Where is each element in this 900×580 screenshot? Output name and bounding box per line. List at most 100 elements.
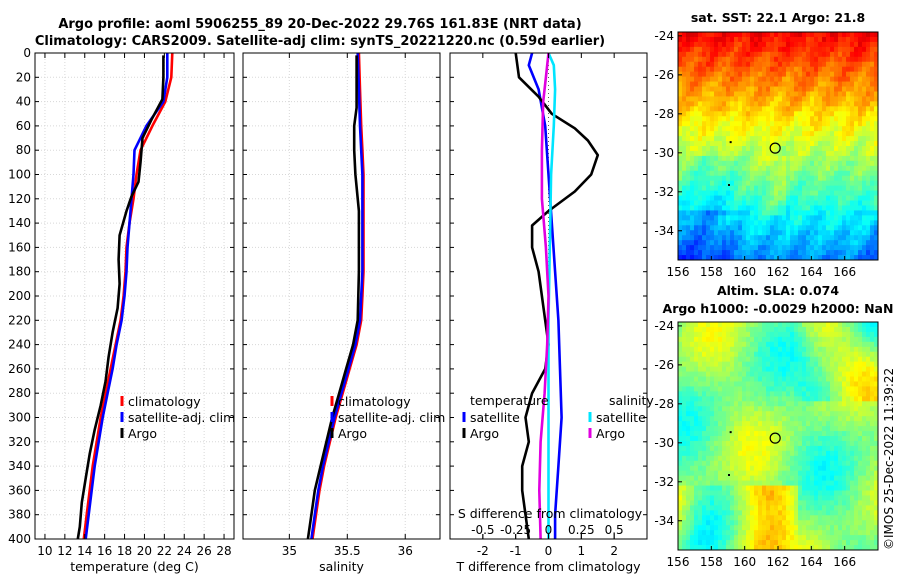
map-cell	[794, 545, 799, 551]
map-cell	[682, 250, 687, 256]
map-cell	[866, 160, 871, 167]
map-cell	[786, 545, 791, 551]
map-cell	[806, 210, 811, 216]
map-cell	[738, 56, 743, 63]
map-cell	[846, 86, 851, 92]
map-cell	[794, 150, 799, 157]
map-cell	[778, 426, 783, 432]
map-cell	[782, 500, 787, 506]
map-cell	[814, 445, 819, 452]
map-cell	[742, 431, 747, 437]
map-cell	[838, 396, 843, 402]
map-cell	[766, 165, 771, 172]
map-cell	[730, 416, 735, 422]
map-cell	[870, 141, 875, 147]
map-cell	[742, 86, 747, 92]
map-cell	[722, 490, 727, 496]
map-cell	[750, 475, 755, 482]
map-cell	[686, 322, 691, 328]
map-cell	[746, 351, 751, 358]
map-cell	[762, 376, 767, 382]
map-cell	[706, 56, 711, 63]
y-tick-label: 20	[16, 70, 31, 84]
map-cell	[774, 515, 779, 521]
map-cell	[734, 165, 739, 172]
map-cell	[742, 421, 747, 427]
map-cell	[698, 485, 703, 491]
map-cell	[766, 470, 771, 477]
map-cell	[710, 116, 715, 122]
map-cell	[814, 81, 819, 87]
map-cell	[702, 386, 707, 392]
map-cell	[678, 170, 683, 177]
map-cell	[762, 436, 767, 442]
map-cell	[850, 106, 855, 112]
map-cell	[834, 545, 839, 551]
map-cell	[774, 66, 779, 73]
map-cell	[758, 66, 763, 73]
map-cell	[778, 86, 783, 92]
map-cell	[714, 386, 719, 392]
map-cell	[834, 126, 839, 132]
map-cell	[726, 331, 731, 338]
map-cell	[734, 421, 739, 427]
map-cell	[770, 36, 775, 43]
map-cell	[754, 515, 759, 521]
map-cell	[810, 361, 815, 368]
map-cell	[750, 530, 755, 536]
map-cell	[846, 545, 851, 551]
map-cell	[862, 540, 867, 546]
map-cell	[798, 341, 803, 348]
map-cell	[766, 150, 771, 157]
map-cell	[794, 126, 799, 132]
map-cell	[726, 66, 731, 73]
map-cell	[826, 61, 831, 68]
map-cell	[842, 460, 847, 467]
map-cell	[682, 500, 687, 506]
map-cell	[746, 126, 751, 132]
map-cell	[802, 190, 807, 196]
map-cell	[806, 56, 811, 63]
map-cell	[834, 421, 839, 427]
map-cell	[702, 485, 707, 491]
map-cell	[794, 480, 799, 486]
map-cell	[750, 116, 755, 122]
map-cell	[710, 91, 715, 97]
map-cell	[742, 235, 747, 241]
map-cell	[702, 505, 707, 511]
map-cell	[830, 190, 835, 196]
map-cell	[734, 175, 739, 182]
map-cell	[818, 131, 823, 137]
map-cell	[678, 41, 683, 48]
map-cell	[746, 255, 751, 261]
map-cell	[810, 250, 815, 256]
map-cell	[858, 121, 863, 127]
map-cell	[694, 475, 699, 482]
map-cell	[678, 366, 683, 372]
map-cell	[782, 116, 787, 122]
map-cell	[738, 96, 743, 102]
map-cell	[842, 455, 847, 462]
map-cell	[798, 485, 803, 491]
map-cell	[750, 416, 755, 422]
map-cell	[862, 46, 867, 53]
map-cell	[682, 51, 687, 58]
map-cell	[790, 71, 795, 78]
map-cell	[702, 431, 707, 437]
map-cell	[866, 126, 871, 132]
map-cell	[774, 215, 779, 221]
map-cell	[714, 495, 719, 501]
map-cell	[846, 250, 851, 256]
map-cell	[694, 445, 699, 452]
map-cell	[730, 111, 735, 117]
map-cell	[718, 391, 723, 397]
map-cell	[826, 475, 831, 482]
map-cell	[706, 331, 711, 338]
map-cell	[858, 525, 863, 531]
map-cell	[730, 540, 735, 546]
map-cell	[850, 255, 855, 261]
series-line-satellite-adj-clim	[84, 53, 169, 540]
map-cell	[822, 32, 827, 38]
map-cell	[810, 126, 815, 132]
map-cell	[870, 391, 875, 397]
